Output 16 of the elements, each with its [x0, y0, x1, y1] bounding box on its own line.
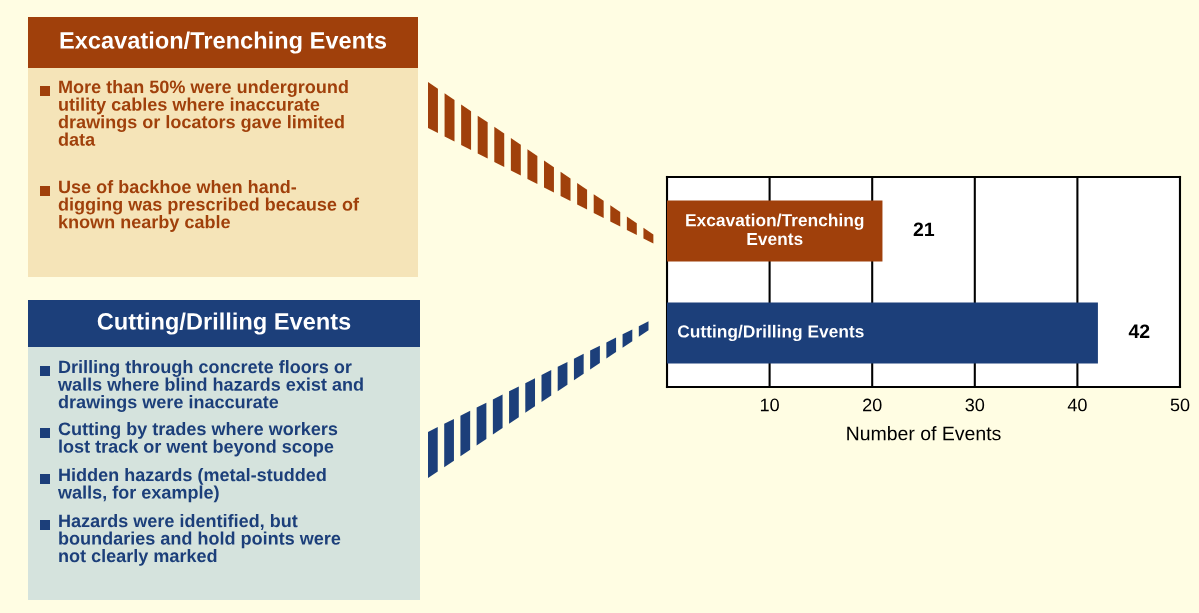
- x-tick-label: 50: [1170, 398, 1190, 412]
- text: Cutting/Drilling Events: [97, 312, 351, 335]
- x-tick-label: 10: [760, 398, 779, 412]
- data-label: 21: [913, 222, 935, 237]
- text: Excavation/Trenching Events: [60, 31, 387, 54]
- text: Hidden hazards (metal-studded walls, for example): [57, 468, 326, 503]
- x-tick-label: 20: [863, 398, 882, 412]
- text: Use of backhoe when hand- digging was prescribed because of known nearby cable: [58, 180, 360, 232]
- text: Cutting by trades where workers lost track or went beyond scope: [58, 422, 338, 457]
- x-axis-title: Number of Events: [847, 426, 1001, 441]
- text: Hazards were identified, but boundaries and hold points were not clearly marked: [59, 514, 341, 566]
- x-tick-label: 40: [1067, 398, 1087, 412]
- text: More than 50% were underground utility cables where inaccurate drawings or locators gave limited data: [58, 80, 348, 146]
- text: Drilling through concrete floors or walls where blind hazards exist and drawings were inaccurate: [57, 360, 363, 412]
- data-label: 42: [1128, 324, 1150, 338]
- x-tick-label: 30: [965, 398, 985, 412]
